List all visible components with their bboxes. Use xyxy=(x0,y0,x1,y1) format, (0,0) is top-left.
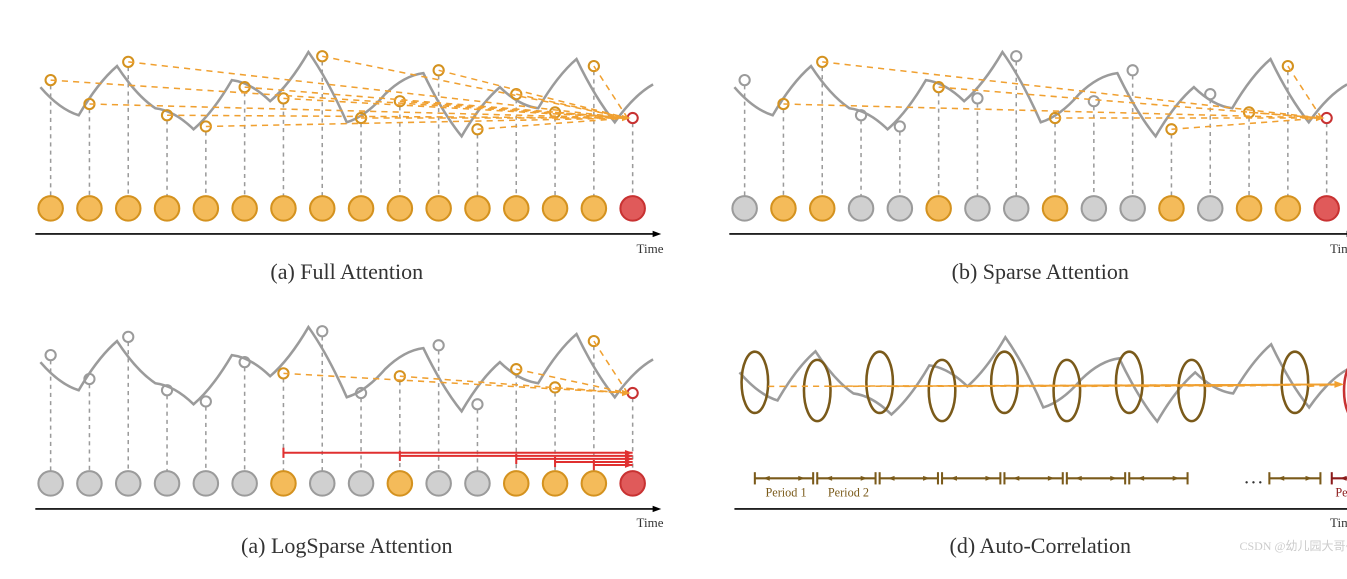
time-label-b: Time xyxy=(1330,241,1347,257)
svg-text:Period N: Period N xyxy=(1335,485,1347,499)
panel-c-svg xyxy=(20,295,674,560)
panel-sparse-attention: (b) Sparse Attention Time xyxy=(714,20,1347,285)
panel-auto-correlation: … Period 1 Period 2 Period N (d) Auto-Corre… xyxy=(714,295,1347,560)
time-label-c: Time xyxy=(637,515,664,531)
time-label-a: Time xyxy=(637,241,664,257)
caption-d: (d) Auto-Correlation xyxy=(950,533,1131,559)
svg-text:Period 1: Period 1 xyxy=(765,485,806,499)
caption-a: (a) Full Attention xyxy=(270,259,423,285)
caption-b: (b) Sparse Attention xyxy=(952,259,1129,285)
panel-d-svg: … Period 1 Period 2 Period N xyxy=(714,295,1347,560)
svg-text:Period 2: Period 2 xyxy=(827,485,868,499)
figure-container: (a) Full Attention Time (b) Sparse Atten… xyxy=(20,20,1347,559)
panel-a-svg xyxy=(20,20,674,285)
panel-b-svg xyxy=(714,20,1347,285)
time-label-d: Time xyxy=(1330,515,1347,531)
panel-full-attention: (a) Full Attention Time xyxy=(20,20,674,285)
caption-c: (a) LogSparse Attention xyxy=(241,533,452,559)
panel-logsparse-attention: (a) LogSparse Attention Time xyxy=(20,295,674,560)
watermark: CSDN @幼儿园大哥~ xyxy=(1239,537,1347,554)
svg-text:…: … xyxy=(1243,466,1263,488)
